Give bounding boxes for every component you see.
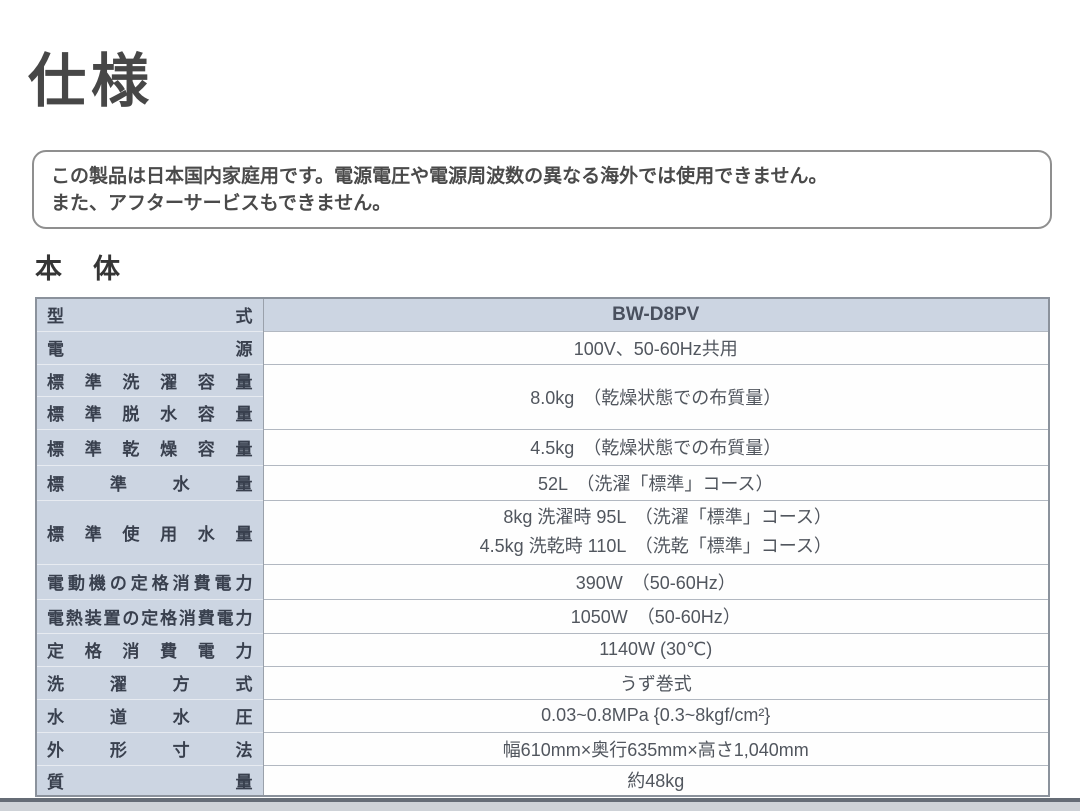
table-row-spin-capacity: 標準脱水容量 bbox=[36, 395, 1049, 429]
spec-value-line: 8kg 洗濯時 95L （洗濯「標準」コース） bbox=[503, 507, 832, 527]
table-row-wash-method: 洗濯方式 うず巻式 bbox=[36, 665, 1049, 699]
spec-label: 外形寸法 bbox=[36, 731, 264, 765]
table-row-water-usage: 標準使用水量 8kg 洗濯時 95L （洗濯「標準」コース） 4.5kg 洗乾時… bbox=[36, 499, 1049, 564]
spec-value: 390W （50-60Hz） bbox=[263, 563, 1049, 599]
spec-value: 幅610mm×奥行635mm×高さ1,040mm bbox=[263, 731, 1049, 765]
page-bottom-edge bbox=[0, 798, 1080, 811]
spec-label: 電熱装置の定格消費電力 bbox=[36, 598, 264, 633]
spec-label: 型式 bbox=[36, 298, 264, 331]
spec-label: 洗濯方式 bbox=[36, 665, 264, 699]
spec-value: BW-D8PV bbox=[263, 298, 1049, 331]
table-row-power: 電源 100V、50-60Hz共用 bbox=[36, 330, 1049, 364]
table-row-weight: 質量 約48kg bbox=[36, 764, 1049, 796]
page-title: 仕様 bbox=[28, 49, 155, 114]
spec-label: 標準洗濯容量 bbox=[36, 363, 264, 396]
spec-label: 電源 bbox=[36, 330, 264, 364]
spec-value: 約48kg bbox=[263, 764, 1049, 796]
spec-table: 型式 BW-D8PV 電源 100V、50-60Hz共用 標準洗濯容量 8.0k… bbox=[35, 297, 1050, 797]
spec-value: 8.0kg （乾燥状態での布質量） bbox=[263, 363, 1049, 429]
spec-value: 8kg 洗濯時 95L （洗濯「標準」コース） 4.5kg 洗乾時 110L （… bbox=[263, 499, 1049, 564]
spec-value: 1050W （50-60Hz） bbox=[263, 598, 1049, 633]
table-row-model: 型式 BW-D8PV bbox=[36, 298, 1049, 331]
table-row-dimensions: 外形寸法 幅610mm×奥行635mm×高さ1,040mm bbox=[36, 731, 1049, 765]
domestic-use-notice-box: この製品は日本国内家庭用です。電源電圧や電源周波数の異なる海外では使用できません… bbox=[32, 150, 1052, 229]
spec-value-line: 4.5kg 洗乾時 110L （洗乾「標準」コース） bbox=[479, 536, 832, 556]
spec-label: 水道水圧 bbox=[36, 698, 264, 732]
table-row-motor-power: 電動機の定格消費電力 390W （50-60Hz） bbox=[36, 563, 1049, 599]
table-row-wash-capacity: 標準洗濯容量 8.0kg （乾燥状態での布質量） bbox=[36, 363, 1049, 429]
notice-line: この製品は日本国内家庭用です。電源電圧や電源周波数の異なる海外では使用できません… bbox=[51, 166, 828, 187]
spec-value: 1140W (30℃) bbox=[263, 632, 1049, 666]
spec-value: 0.03~0.8MPa {0.3~8kgf/cm²} bbox=[263, 698, 1049, 732]
spec-label: 質量 bbox=[36, 764, 264, 796]
spec-label: 標準乾燥容量 bbox=[36, 428, 264, 465]
spec-value: 52L （洗濯「標準」コース） bbox=[263, 464, 1049, 500]
table-row-water-amount: 標準水量 52L （洗濯「標準」コース） bbox=[36, 464, 1049, 500]
notice-line: また、アフターサービスもできません。 bbox=[51, 193, 392, 214]
spec-value: 4.5kg （乾燥状態での布質量） bbox=[263, 428, 1049, 465]
table-row-rated-power: 定格消費電力 1140W (30℃) bbox=[36, 632, 1049, 666]
spec-label: 標準使用水量 bbox=[36, 499, 264, 564]
spec-value: うず巻式 bbox=[263, 665, 1049, 699]
spec-label: 標準水量 bbox=[36, 464, 264, 500]
table-row-heater-power: 電熱装置の定格消費電力 1050W （50-60Hz） bbox=[36, 598, 1049, 633]
spec-label: 電動機の定格消費電力 bbox=[36, 563, 264, 599]
section-title-body: 本 体 bbox=[35, 254, 122, 284]
spec-value: 100V、50-60Hz共用 bbox=[263, 330, 1049, 364]
table-row-dry-capacity: 標準乾燥容量 4.5kg （乾燥状態での布質量） bbox=[36, 428, 1049, 465]
table-row-water-pressure: 水道水圧 0.03~0.8MPa {0.3~8kgf/cm²} bbox=[36, 698, 1049, 732]
spec-label: 定格消費電力 bbox=[36, 632, 264, 666]
spec-label: 標準脱水容量 bbox=[36, 395, 264, 429]
